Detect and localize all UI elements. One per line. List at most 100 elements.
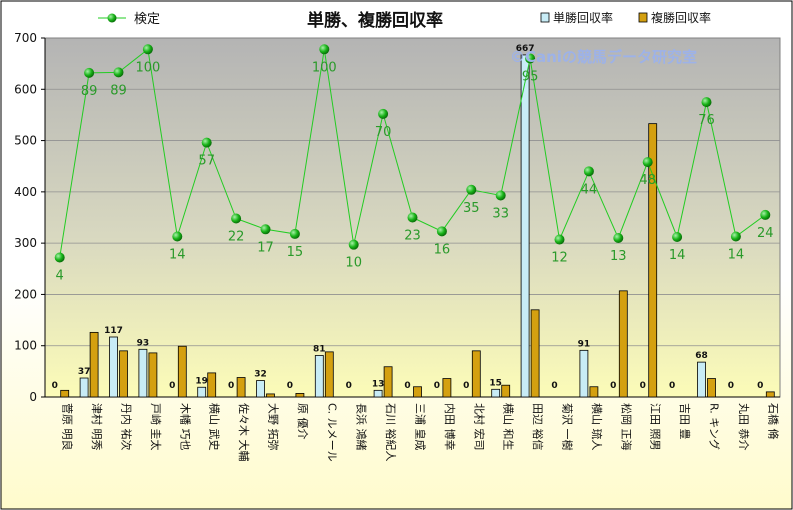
data-label-tansho: 0: [169, 381, 175, 391]
data-label-tansho: 0: [434, 381, 440, 391]
bar-fukusho: [236, 377, 246, 398]
data-label-tansho: 117: [104, 326, 123, 336]
x-tick-label: C. ルメール: [325, 403, 338, 462]
bar-tansho: [79, 377, 89, 398]
data-label-kentei: 12: [551, 251, 568, 266]
data-label-kentei: 33: [492, 206, 509, 221]
line-point-kentei: [201, 137, 212, 148]
bar-tansho: [109, 336, 118, 398]
line-point-kentei: [231, 213, 242, 224]
bar-tansho: [314, 355, 324, 398]
y-tick-label: 700: [14, 31, 37, 45]
line-point-kentei: [289, 228, 300, 239]
data-label-tansho: 0: [463, 381, 469, 391]
data-label-tansho: 81: [313, 344, 326, 354]
data-label-tansho: 19: [195, 376, 208, 386]
chart-title: 単勝、複勝回収率: [307, 10, 443, 31]
data-label-kentei: 70: [375, 125, 392, 140]
bar-fukusho: [177, 345, 187, 398]
data-label-kentei: 14: [669, 248, 686, 263]
line-point-kentei: [319, 44, 330, 55]
line-series: [54, 44, 771, 263]
x-tick-label: 田辺 裕信: [531, 403, 544, 451]
x-tick-label: 石川 裕紀人: [384, 403, 397, 462]
data-label-tansho: 68: [695, 351, 708, 361]
bar-tansho: [256, 380, 265, 398]
legend-label-line: 検定: [134, 12, 160, 27]
bar-fukusho: [89, 331, 99, 398]
data-label-kentei: 14: [728, 247, 745, 262]
data-label-kentei: 14: [169, 247, 186, 262]
y-tick-label: 100: [14, 339, 37, 353]
x-tick-label: 大野 拓弥: [267, 403, 281, 451]
bar-fukusho: [266, 393, 275, 398]
data-label-kentei: 4: [56, 269, 64, 284]
data-label-kentei: 24: [757, 226, 774, 241]
bar-tansho: [491, 388, 501, 398]
line-point-kentei: [525, 53, 536, 64]
line-point-kentei: [701, 97, 712, 108]
line-point-kentei: [436, 226, 447, 237]
data-label-tansho: 37: [78, 367, 91, 377]
bar-tansho: [520, 54, 530, 398]
data-label-tansho: 13: [372, 379, 385, 389]
x-tick-label: 横山 琉人: [590, 403, 604, 451]
line-point-kentei: [142, 44, 153, 55]
line-point-kentei: [466, 184, 477, 195]
x-tick-label: 原 優介: [296, 403, 309, 440]
bar-fukusho: [324, 351, 334, 398]
x-tick-label: 北村 宏司: [472, 403, 486, 451]
line-point-kentei: [378, 108, 389, 119]
x-tick-label: R. キング: [708, 403, 722, 450]
x-tick-label: 横山 武史: [208, 403, 222, 451]
line-point-kentei: [54, 252, 65, 263]
y-tick-label: 500: [14, 134, 37, 148]
data-label-kentei: 10: [345, 256, 362, 271]
x-tick-label: 丸田 恭介: [737, 403, 750, 451]
x-tick-label: 菊沢 一樹: [561, 403, 575, 451]
x-tick-label: 横山 和生: [502, 403, 516, 451]
line-point-kentei: [730, 231, 741, 242]
line-point-kentei: [642, 157, 653, 168]
line-point-kentei: [672, 231, 683, 242]
bar-tansho: [138, 348, 148, 398]
bar-fukusho: [471, 350, 481, 398]
legend-label-tansho: 単勝回収率: [553, 10, 613, 25]
gridlines: [45, 88, 780, 347]
line-point-kentei: [583, 166, 594, 177]
bar-tansho: [697, 361, 706, 398]
legend: 検定 単勝回収率 複勝回収率: [98, 10, 711, 27]
bar-fukusho: [442, 378, 452, 398]
y-tick-label: 200: [14, 287, 37, 301]
watermark: ©Caniの競馬データ研究室: [510, 48, 697, 66]
bar-fukusho: [501, 384, 511, 398]
line-point-kentei: [407, 212, 418, 223]
bar-fukusho: [413, 386, 422, 398]
y-tick-label: 300: [14, 236, 37, 250]
data-label-tansho: 0: [346, 381, 352, 391]
legend-swatch-fukusho: [638, 12, 648, 23]
x-tick-label: 木幡 巧也: [178, 403, 192, 451]
y-tick-label: 600: [14, 82, 37, 96]
bar-fukusho: [648, 123, 658, 398]
x-tick-label: 津村 明秀: [90, 403, 104, 451]
bar-fukusho: [60, 389, 70, 398]
data-label-tansho: 667: [516, 44, 535, 54]
data-label-tansho: 0: [52, 381, 58, 391]
data-label-kentei: 89: [110, 83, 127, 98]
data-label-kentei: 16: [434, 242, 451, 257]
x-tick-label: 石橋 脩: [766, 403, 780, 440]
line-point-kentei: [172, 231, 183, 242]
x-tick-label: 松岡 正海: [619, 403, 633, 451]
x-tick-label: 吉田 豊: [678, 403, 691, 440]
data-label-tansho: 0: [728, 381, 734, 391]
x-axis-ticks: 菅原 明良 津村 明秀 丹内 祐次 戸崎 圭太 木幡 巧也 横山 武史 佐々木 大輔 大野 拓…: [61, 403, 781, 462]
x-tick-label: 内田 博幸: [443, 403, 457, 451]
data-label-kentei: 35: [463, 201, 480, 216]
data-label-kentei: 15: [287, 245, 304, 260]
bar-fukusho: [707, 378, 716, 398]
bar-fukusho: [148, 352, 158, 398]
bar-tansho: [579, 349, 589, 398]
data-label-tansho: 0: [404, 381, 410, 391]
